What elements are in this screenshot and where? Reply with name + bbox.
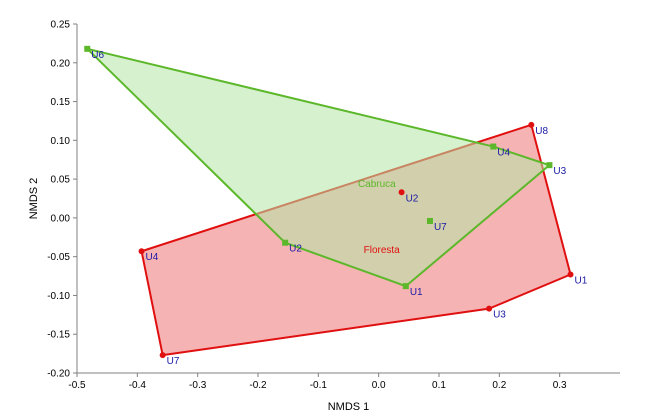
floresta-point: [398, 189, 405, 196]
floresta-point: [528, 121, 535, 128]
cabruca-point-label: U7: [434, 222, 447, 233]
floresta-group-label: Floresta: [364, 245, 401, 256]
floresta-point: [138, 248, 145, 255]
cabruca-point: [490, 143, 497, 150]
cabruca-point-label: U4: [497, 148, 510, 159]
point-layer: [84, 45, 574, 359]
y-tick-label: -0.15: [47, 330, 70, 341]
floresta-point-label: U2: [406, 193, 419, 204]
x-tick-label: 0.1: [432, 380, 446, 391]
y-tick-label: 0.05: [51, 175, 71, 186]
x-tick-label: -0.1: [310, 380, 328, 391]
floresta-point: [567, 271, 574, 278]
cabruca-hull: [86, 47, 551, 288]
cabruca-point: [84, 45, 91, 52]
x-tick-label: 0.0: [372, 380, 386, 391]
floresta-point: [159, 352, 166, 359]
y-tick-label: 0.15: [51, 97, 71, 108]
y-tick-label: 0.10: [51, 136, 71, 147]
y-tick-label: 0.20: [51, 58, 71, 69]
x-tick-label: -0.5: [68, 380, 86, 391]
floresta-point-label: U4: [146, 252, 159, 263]
cabruca-point: [546, 162, 553, 169]
x-tick-label: -0.2: [249, 380, 267, 391]
y-tick-label: 0.00: [51, 213, 71, 224]
x-axis-ticks: -0.5 -0.4 -0.3 -0.2 -0.1 0.0 0.1 0.2 0.3: [68, 373, 567, 391]
floresta-point-label: U3: [493, 310, 506, 321]
y-axis-title: NMDS 2: [28, 178, 40, 220]
axes: -0.5 -0.4 -0.3 -0.2 -0.1 0.0 0.1 0.2 0.3 -0.20-0…: [47, 20, 620, 391]
hull-layer: [86, 47, 572, 357]
y-tick-label: -0.05: [47, 252, 70, 263]
cabruca-point: [426, 217, 433, 224]
x-tick-label: 0.2: [492, 380, 506, 391]
y-tick-label: 0.25: [51, 20, 71, 31]
cabruca-point-label: U1: [410, 287, 423, 298]
y-axis-ticks: -0.20 -0.15 -0.10 -0.05 0.00 0.05 0.10 0.15 0.20…: [47, 20, 77, 380]
label-layer: U1 U2 U3 U4 U7 U8 Floresta U1 U2 U3 U4 U6 U7 Cabruca: [91, 50, 587, 367]
y-tick-label: -0.20: [47, 369, 70, 380]
cabruca-point-label: U3: [553, 166, 566, 177]
floresta-point-label: U7: [167, 356, 180, 367]
floresta-point: [486, 305, 493, 312]
cabruca-point: [282, 239, 289, 246]
x-tick-label: 0.3: [553, 380, 567, 391]
cabruca-point: [402, 283, 409, 290]
x-axis-title: NMDS 1: [328, 401, 370, 413]
cabruca-point-label: U2: [289, 244, 302, 255]
x-tick-label: -0.4: [129, 380, 147, 391]
cabruca-group-label: Cabruca: [358, 179, 396, 190]
floresta-point-label: U1: [575, 276, 588, 287]
floresta-point-label: U8: [535, 126, 548, 137]
cabruca-point-label: U6: [91, 50, 104, 61]
x-tick-label: -0.3: [189, 380, 207, 391]
y-tick-label: -0.10: [47, 291, 70, 302]
